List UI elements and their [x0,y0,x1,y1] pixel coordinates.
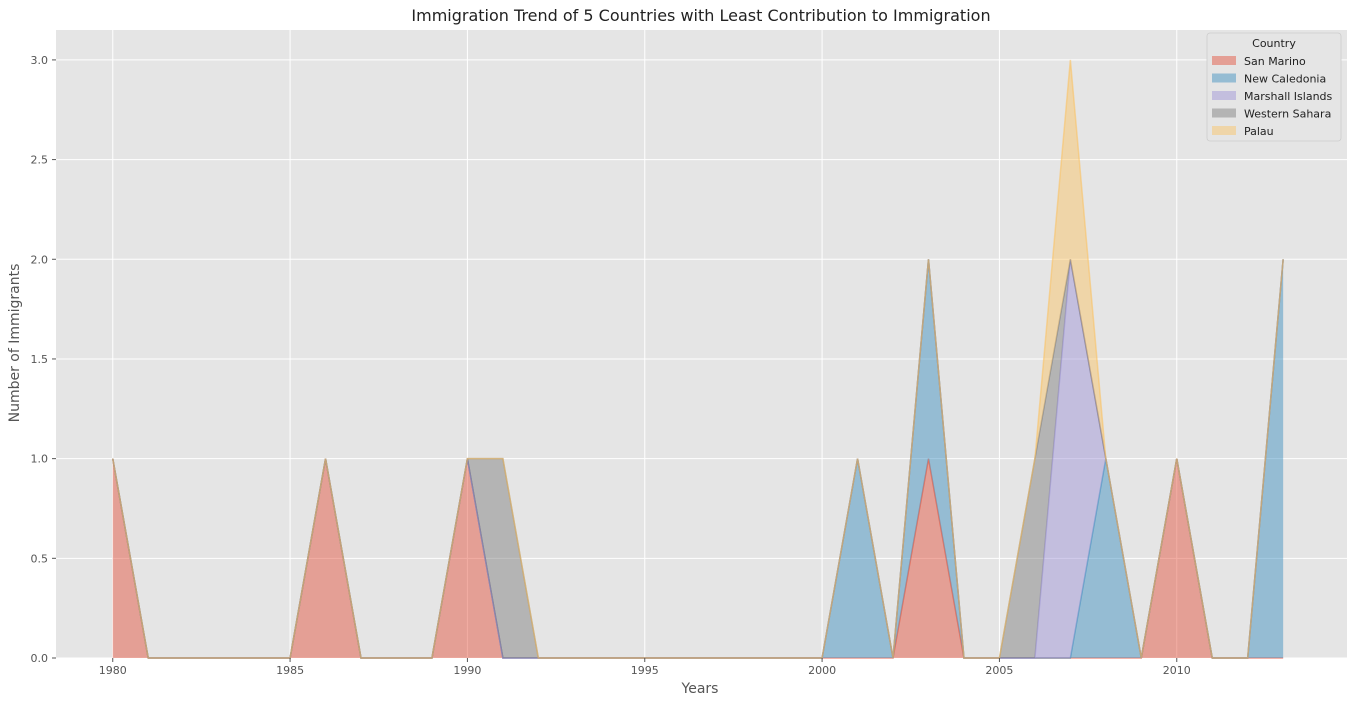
y-axis-ticks: 0.0 0.5 1.0 1.5 2.0 2.5 3.0 [31,54,56,665]
legend-label: Palau [1244,125,1274,138]
area-san-marino [112,458,1284,658]
y-tick-label: 3.0 [31,54,49,67]
y-tick-label: 2.0 [31,253,49,266]
y-tick-label: 0.5 [31,552,49,565]
x-tick-label: 1995 [631,664,659,677]
x-tick-label: 1985 [276,664,304,677]
plot-background [56,30,1347,658]
legend-swatch [1212,91,1236,100]
area-palau [112,59,1284,658]
y-tick-label: 1.0 [31,453,49,466]
legend-label: New Caledonia [1244,73,1326,86]
legend-swatch [1212,126,1236,135]
x-tick-label: 1990 [453,664,481,677]
line-palau [112,59,1284,659]
legend-swatch [1212,108,1236,118]
legend-box [1206,32,1342,142]
y-tick-label: 2.5 [31,154,49,167]
y-axis-label: Number of Immigrants [7,264,23,423]
x-axis-label: Years [681,681,719,697]
y-tick-label: 0.0 [31,652,49,665]
legend-label: Western Sahara [1244,108,1331,121]
legend-title: Country [1252,37,1296,50]
x-tick-label: 2000 [808,664,836,677]
legend-swatch [1212,73,1236,83]
legend-label: Marshall Islands [1244,90,1333,103]
x-tick-label: 2010 [1163,664,1191,677]
x-tick-label: 1980 [99,664,127,677]
legend: Country San Marino New Caledonia Marshall … [1206,32,1342,142]
x-tick-label: 2005 [985,664,1013,677]
legend-swatch [1212,56,1236,65]
chart-title: Immigration Trend of 5 Countries with Le… [411,6,990,25]
grid [56,30,1347,659]
area-western-sahara [112,259,1284,658]
y-tick-label: 1.5 [31,353,49,366]
area-series [112,59,1284,659]
legend-label: San Marino [1244,55,1306,68]
x-axis-ticks: 1980 1985 1990 1995 2000 2005 2010 [99,658,1191,677]
